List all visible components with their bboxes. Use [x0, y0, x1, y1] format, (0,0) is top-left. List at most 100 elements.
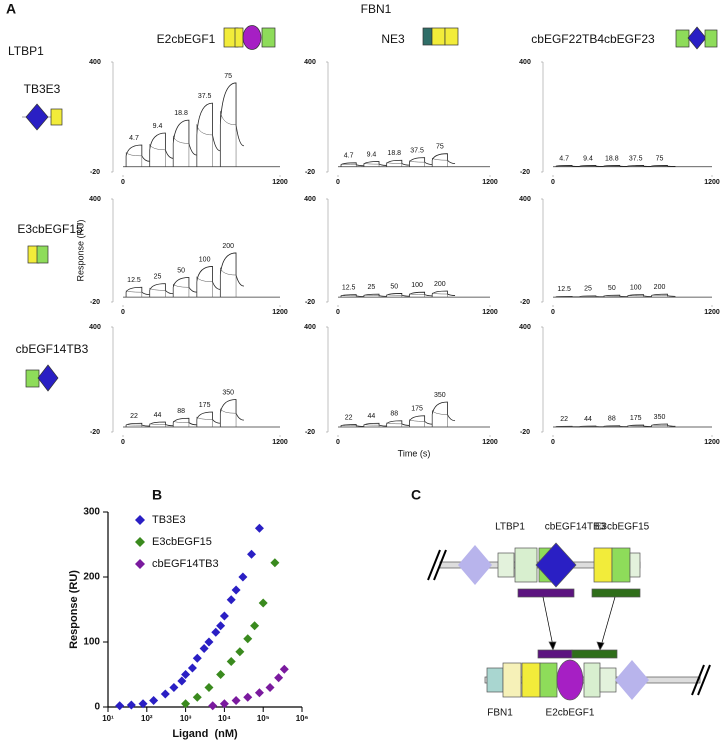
response-trace — [220, 267, 237, 298]
concentration-label: 75 — [656, 155, 664, 162]
x-tick-label: 10² — [141, 714, 153, 723]
data-point — [187, 663, 197, 673]
concentration-label: 18.8 — [174, 110, 188, 117]
response-trace — [651, 294, 668, 298]
response-trace — [431, 292, 448, 298]
data-point — [204, 683, 214, 692]
response-trace — [386, 161, 403, 167]
response-trace — [363, 161, 387, 167]
concentration-label: 25 — [154, 273, 162, 280]
response-trace — [579, 165, 597, 167]
concentration-label: 37.5 — [629, 155, 643, 162]
response-trace — [125, 290, 143, 298]
concentration-label: 200 — [434, 281, 446, 288]
response-trace — [651, 165, 668, 167]
concentration-label: 4.7 — [129, 135, 139, 142]
response-trace — [220, 110, 237, 167]
concentration-label: 18.8 — [605, 155, 619, 162]
data-point — [226, 595, 236, 605]
response-trace — [409, 291, 433, 298]
data-point — [243, 692, 253, 702]
response-trace — [149, 421, 174, 427]
data-point — [192, 653, 202, 663]
domain-icon — [223, 25, 718, 50]
column-header: E2cbEGF1 — [157, 32, 216, 46]
response-trace — [627, 425, 644, 427]
y-tick-label: -20 — [520, 299, 530, 306]
response-trace — [196, 411, 221, 427]
response-trace — [196, 276, 213, 298]
y-tick-label: -20 — [520, 169, 530, 176]
response-trace — [431, 401, 456, 427]
concentration-label: 25 — [368, 284, 376, 291]
data-point — [208, 701, 218, 711]
response-trace — [172, 277, 197, 298]
response-trace — [409, 160, 425, 167]
x-tick-label: 0 — [121, 309, 125, 316]
concentration-label: 100 — [411, 282, 423, 289]
x-tick-label: 0 — [336, 439, 340, 446]
response-trace — [579, 296, 597, 298]
response-trace — [340, 425, 357, 427]
response-trace — [409, 293, 425, 298]
response-trace — [431, 410, 448, 427]
data-point — [126, 700, 136, 710]
response-trace — [149, 144, 166, 167]
response-trace — [579, 426, 597, 427]
data-point — [138, 699, 148, 709]
x-tick-label: 0 — [336, 309, 340, 316]
data-point — [181, 670, 191, 679]
concentration-label: 100 — [199, 256, 211, 263]
diagram-label: FBN1 — [487, 708, 513, 719]
data-point — [211, 627, 221, 637]
concentration-label: 200 — [654, 284, 666, 291]
concentration-label: 44 — [368, 413, 376, 420]
x-tick-label: 1200 — [482, 179, 498, 186]
y-tick-label: 400 — [89, 59, 101, 66]
concentration-label: 22 — [345, 414, 353, 421]
response-trace — [386, 293, 410, 298]
data-point — [177, 676, 187, 686]
response-trace — [603, 295, 621, 298]
column-header: NE3 — [381, 32, 405, 46]
response-trace — [196, 124, 213, 167]
y-tick-label: 400 — [304, 59, 316, 66]
x-tick-label: 1200 — [704, 179, 720, 186]
data-point — [226, 657, 236, 666]
response-trace — [386, 420, 410, 427]
x-tick-label: 0 — [121, 439, 125, 446]
concentration-label: 50 — [390, 283, 398, 290]
y-tick-label: -20 — [520, 429, 530, 436]
data-point — [199, 644, 209, 653]
concentration-label: 100 — [630, 284, 642, 291]
response-trace — [125, 424, 143, 427]
y-tick-label: -20 — [90, 169, 100, 176]
data-point — [160, 689, 170, 699]
y-tick-label: 300 — [83, 507, 100, 518]
concentration-label: 50 — [608, 285, 616, 292]
x-tick-label: 0 — [551, 309, 555, 316]
concentration-label: 9.4 — [367, 151, 377, 158]
y-tick-label: 100 — [83, 637, 100, 648]
response-trace — [386, 294, 403, 298]
response-trace — [149, 287, 166, 298]
data-point — [219, 699, 229, 709]
response-trace — [386, 422, 403, 427]
response-trace — [627, 165, 644, 167]
data-point — [247, 549, 257, 559]
y-tick-label: 400 — [89, 196, 101, 203]
response-trace — [219, 252, 244, 298]
response-trace — [363, 294, 380, 298]
response-trace — [409, 415, 433, 427]
response-trace — [196, 416, 213, 427]
diagram-label: E2cbEGF1 — [546, 708, 595, 719]
x-tick-label: 10⁶ — [296, 714, 309, 723]
panel-label: A — [6, 1, 16, 17]
x-tick-label: 0 — [551, 439, 555, 446]
response-trace — [651, 424, 668, 427]
legend-label: TB3E3 — [152, 514, 186, 526]
response-trace — [340, 295, 357, 298]
concentration-label: 22 — [130, 413, 138, 420]
legend-marker — [135, 537, 145, 547]
